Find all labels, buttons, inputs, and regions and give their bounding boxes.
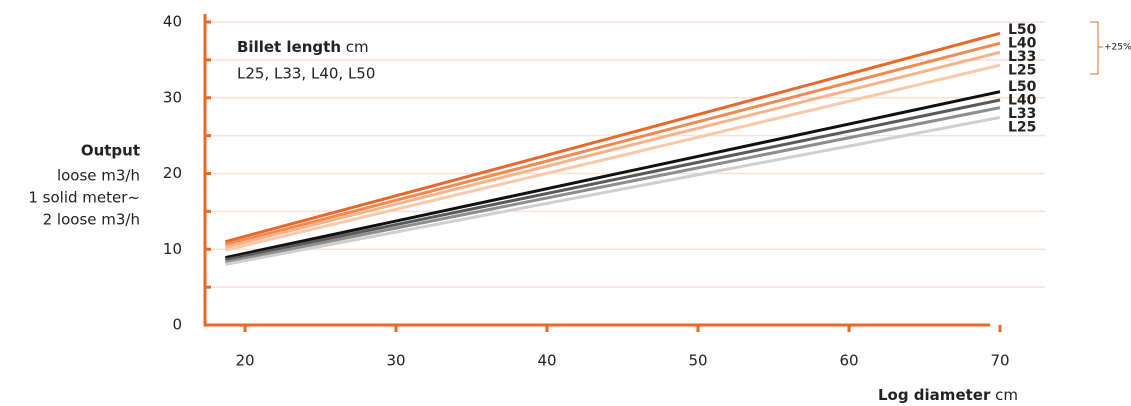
x-label-unit: cm [995, 386, 1018, 404]
y-tick-label: 0 [172, 316, 182, 334]
series-label: L50 [1008, 22, 1037, 38]
x-tick-label: 40 [537, 352, 556, 370]
series-label: L50 [1008, 79, 1037, 95]
x-tick-label: 70 [990, 352, 1009, 370]
legend-title-unit: cm [346, 38, 369, 56]
series-line [225, 50, 1001, 249]
series-label: L25 [1008, 63, 1036, 79]
x-tick-label: 30 [386, 352, 405, 370]
y-sublabel: 1 solid meter~ [28, 189, 140, 207]
series-line [225, 41, 1001, 247]
y-sublabel: 2 loose m3/h [43, 211, 140, 229]
series-label: L25 [1008, 120, 1036, 136]
series-line [225, 90, 1001, 260]
series-line [225, 98, 1001, 262]
series-line [225, 115, 1001, 266]
y-sublabel: loose m3/h [57, 167, 140, 185]
x-tick-label: 50 [688, 352, 707, 370]
legend-title-bold: Billet length [237, 38, 341, 56]
legend-text: L25, L33, L40, L50 [237, 65, 375, 83]
y-tick-label: 40 [163, 13, 182, 31]
series-label: L40 [1008, 36, 1037, 52]
series-label: L33 [1008, 106, 1036, 122]
series-line [225, 106, 1001, 264]
y-tick-label: 20 [163, 164, 182, 182]
y-tick-label: 10 [163, 240, 182, 258]
bracket-label: +25% Turbo [1104, 43, 1131, 53]
x-tick-label: 60 [839, 352, 858, 370]
y-tick-label: 30 [163, 88, 182, 106]
series-label: L33 [1008, 49, 1036, 65]
y-label: Output [81, 142, 140, 160]
x-label-bold: Log diameter [878, 386, 991, 404]
legend-title: Billet length cm [237, 38, 369, 56]
x-label: Log diameter cm [878, 386, 1018, 404]
bracket [1090, 21, 1099, 75]
x-tick-label: 20 [235, 352, 254, 370]
series-line [224, 31, 1001, 244]
series-label: L40 [1008, 93, 1037, 109]
series-line [225, 63, 1001, 252]
